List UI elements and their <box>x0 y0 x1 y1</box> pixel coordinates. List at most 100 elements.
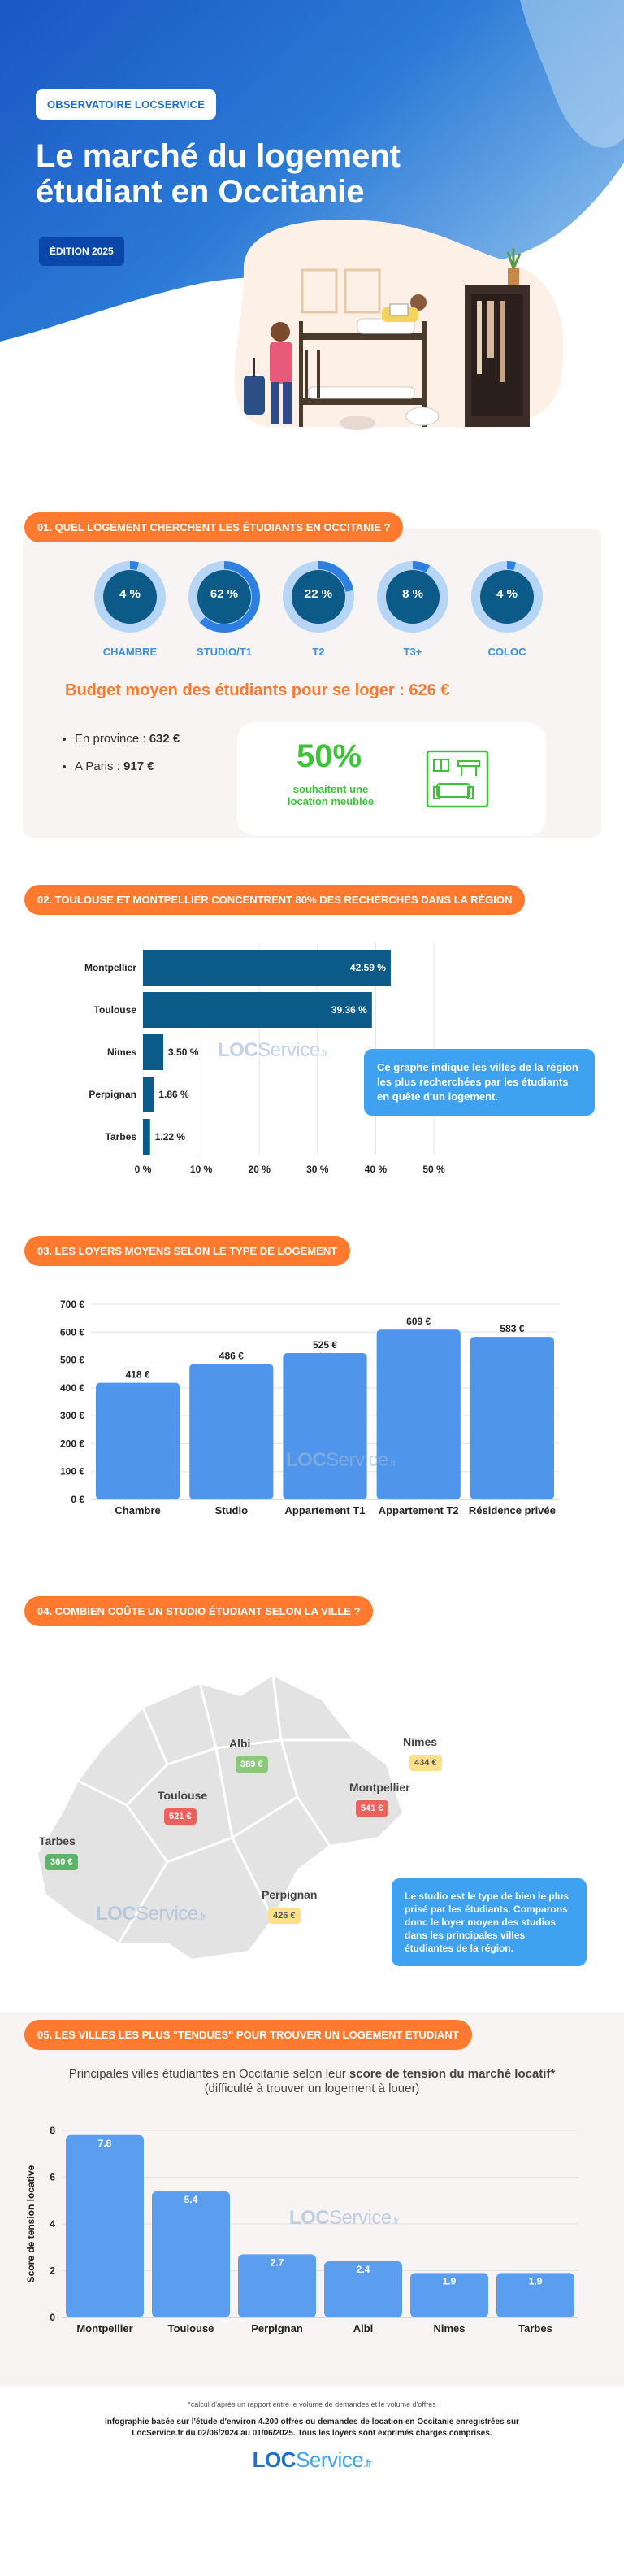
category-label: Nimes <box>107 1046 136 1058</box>
category-label: Chambre <box>115 1504 160 1516</box>
tension-subtitle-c: (difficulté à trouver un logement à loue… <box>204 2082 420 2095</box>
donut-4: 8 % <box>377 561 448 633</box>
bar <box>496 2273 574 2317</box>
watermark-4-fr: .fr <box>391 2215 400 2226</box>
footer-logo-fr: .fr <box>363 2457 372 2469</box>
watermark-4-loc: LOC <box>289 2207 330 2229</box>
section-4-title: 04. COMBIEN COÛTE UN STUDIO ÉTUDIANT SEL… <box>24 1596 374 1626</box>
x-tick-label: 0 % <box>135 1164 152 1175</box>
category-label: Tarbes <box>106 1131 137 1142</box>
map-city-name: Montpellier <box>349 1781 410 1794</box>
bar <box>376 1329 461 1499</box>
footer-logo-service: Service <box>296 2448 364 2472</box>
section-1-title: 01. QUEL LOGEMENT CHERCHENT LES ÉTUDIANT… <box>24 512 404 542</box>
y-tick-label: 4 <box>50 2218 55 2230</box>
source-note-line-2: LocService.fr du 02/06/2024 au 01/06/202… <box>132 2429 492 2438</box>
y-tick-label: 2 <box>50 2265 55 2277</box>
budget-province-value: 632 € <box>149 732 180 746</box>
value-label: 2.4 <box>357 2264 370 2275</box>
budget-paris: A Paris : 917 € <box>75 759 180 773</box>
x-tick-label: 10 % <box>190 1164 213 1175</box>
value-label: 1.22 % <box>155 1131 186 1142</box>
value-label: 42.59 % <box>350 962 386 973</box>
rent-by-type-chart: 0 € 100 € 200 € 300 € 400 € 500 € 600 € 700 € 41… <box>60 1299 559 1516</box>
donut-label: STUDIO/T1 <box>197 646 252 658</box>
y-tick-label: 100 € <box>60 1466 84 1477</box>
donut-value: 4 % <box>496 587 518 601</box>
footer-logo: LOCService.fr <box>0 2448 624 2473</box>
value-label: 583 € <box>500 1323 524 1334</box>
tension-subtitle-line-1: Principales villes étudiantes en Occitan… <box>32 2067 592 2082</box>
watermark-1-fr: .fr <box>319 1047 328 1059</box>
bar <box>96 1382 180 1499</box>
value-label: 39.36 % <box>332 1004 367 1016</box>
bar <box>143 1119 150 1155</box>
donut-value: 22 % <box>304 587 333 601</box>
budget-list: En province : 632 € A Paris : 917 € <box>75 732 180 787</box>
donut-value: 62 % <box>210 587 239 601</box>
footnote: *calcul d'après un rapport entre le volu… <box>188 2400 436 2408</box>
title-line-2: étudiant en Occitanie <box>36 174 365 210</box>
donut-center <box>480 570 534 624</box>
map-price-badge: 541 € <box>356 1800 388 1817</box>
category-label: Tarbes <box>518 2322 552 2334</box>
category-label: Montpellier <box>76 2322 132 2334</box>
y-tick-label: 200 € <box>60 1438 84 1449</box>
section-5-title: 05. LES VILLES LES PLUS "TENDUES" POUR T… <box>24 2020 472 2050</box>
donut-arc <box>188 561 260 633</box>
map-city-name: Nimes <box>403 1735 438 1748</box>
bar <box>143 1034 164 1070</box>
category-label: Studio <box>215 1504 248 1516</box>
bar <box>238 2254 316 2317</box>
donut-label: COLOC <box>488 646 526 658</box>
category-label: Perpignan <box>251 2322 303 2334</box>
map-price-badge: 521 € <box>164 1808 197 1825</box>
donut-ring <box>283 561 354 633</box>
category-label: Nimes <box>433 2322 465 2334</box>
bar <box>152 2191 230 2317</box>
budget-paris-value: 917 € <box>124 759 154 773</box>
budget-province-label: En province : <box>75 732 150 746</box>
donut-value: 4 % <box>119 587 141 601</box>
y-tick-label: 0 € <box>71 1494 84 1505</box>
brand-badge: OBSERVATOIRE LOCSERVICE <box>36 89 217 120</box>
category-label: Albi <box>353 2322 374 2334</box>
hero-background <box>0 0 624 430</box>
watermark-4-service: Service <box>329 2207 392 2229</box>
watermark-3-service: Service <box>136 1903 198 1925</box>
value-label: 486 € <box>219 1350 244 1361</box>
section-2-title: 02. TOULOUSE ET MONTPELLIER CONCENTRENT … <box>24 885 526 915</box>
bar <box>283 1353 367 1499</box>
tension-score-chart: 0 2 4 6 8 7.8 Montpellier 5.4 Toulouse 2.7 Perpign… <box>25 2125 578 2334</box>
y-tick-label: 500 € <box>60 1355 84 1366</box>
edition-badge: ÉDITION 2025 <box>39 237 124 266</box>
budget-province: En province : 632 € <box>75 732 180 746</box>
furnished-card <box>237 722 546 836</box>
value-label: 7.8 <box>98 2138 112 2149</box>
watermark-3-fr: .fr <box>197 1911 206 1922</box>
donut-ring <box>94 561 166 633</box>
bar <box>410 2273 488 2317</box>
watermark-logo-2: LOCService.fr <box>286 1449 396 1472</box>
map-price-badge: 426 € <box>268 1908 301 1924</box>
donut-center <box>103 570 157 624</box>
category-label: Montpellier <box>84 962 136 973</box>
donut-arc <box>471 561 543 633</box>
source-note-line-1: Infographie basée sur l'étude d'environ … <box>105 2417 519 2426</box>
y-tick-label: 400 € <box>60 1382 84 1394</box>
y-tick-label: 300 € <box>60 1410 84 1421</box>
value-label: 1.9 <box>443 2275 457 2287</box>
source-note: Infographie basée sur l'étude d'environ … <box>101 2417 523 2439</box>
furnished-percent: 50% <box>296 738 362 774</box>
map-city-name: Tarbes <box>39 1834 76 1847</box>
donut-center <box>386 570 440 624</box>
donut-ring <box>188 561 260 633</box>
y-tick-label: 6 <box>50 2172 55 2183</box>
studio-callout: Le studio est le type de bien le plus pr… <box>392 1878 587 1966</box>
map-price-badge: 434 € <box>410 1755 442 1771</box>
page-title: Le marché du logement étudiant en Occita… <box>36 138 491 210</box>
budget-heading: Budget moyen des étudiants pour se loger… <box>65 681 450 699</box>
donut-arc <box>283 561 354 633</box>
city-chart-callout: Ce graphe indique les villes de la régio… <box>364 1049 595 1116</box>
category-label: Toulouse <box>168 2322 214 2334</box>
